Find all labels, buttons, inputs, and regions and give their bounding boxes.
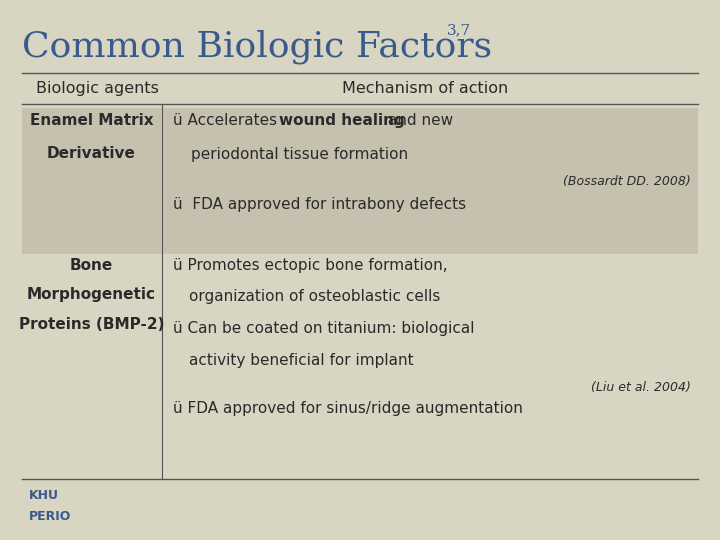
- Text: activity beneficial for implant: activity beneficial for implant: [189, 353, 413, 368]
- Text: ü Promotes ectopic bone formation,: ü Promotes ectopic bone formation,: [173, 258, 447, 273]
- Text: Derivative: Derivative: [47, 146, 136, 161]
- Text: ü Accelerates: ü Accelerates: [173, 113, 282, 129]
- Text: Common Biologic Factors: Common Biologic Factors: [22, 30, 492, 64]
- Text: wound healing: wound healing: [279, 113, 405, 129]
- Text: Bone: Bone: [70, 258, 113, 273]
- Text: KHU: KHU: [29, 489, 59, 502]
- Text: Mechanism of action: Mechanism of action: [342, 81, 508, 96]
- Text: (Bossardt DD. 2008): (Bossardt DD. 2008): [564, 175, 691, 188]
- Text: ü Can be coated on titanium: biological: ü Can be coated on titanium: biological: [173, 321, 474, 336]
- Text: PERIO: PERIO: [29, 510, 71, 523]
- Text: periodontal tissue formation: periodontal tissue formation: [191, 147, 408, 162]
- Text: and new: and new: [383, 113, 453, 129]
- Text: Biologic agents: Biologic agents: [36, 81, 159, 96]
- Text: Proteins (BMP-2): Proteins (BMP-2): [19, 317, 164, 332]
- Text: ü FDA approved for sinus/ridge augmentation: ü FDA approved for sinus/ridge augmentat…: [173, 401, 523, 416]
- FancyBboxPatch shape: [22, 108, 698, 254]
- Text: (Liu et al. 2004): (Liu et al. 2004): [591, 381, 691, 394]
- Text: Morphogenetic: Morphogenetic: [27, 287, 156, 302]
- Text: organization of osteoblastic cells: organization of osteoblastic cells: [189, 289, 440, 304]
- Text: Enamel Matrix: Enamel Matrix: [30, 113, 153, 129]
- Text: ü  FDA approved for intrabony defects: ü FDA approved for intrabony defects: [173, 197, 466, 212]
- Text: 3,7: 3,7: [446, 23, 471, 37]
